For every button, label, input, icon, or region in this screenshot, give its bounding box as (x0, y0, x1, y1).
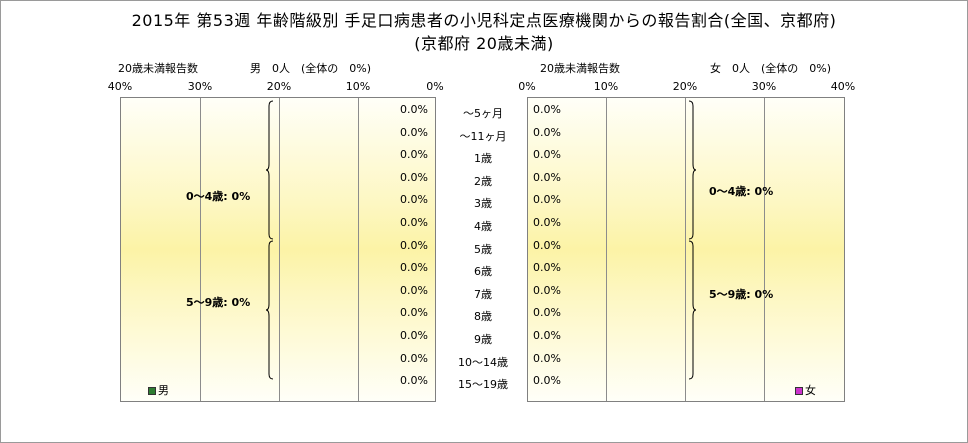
right-tick: 40% (830, 80, 856, 93)
female-value-label: 0.0% (533, 193, 561, 207)
male-value-label: 0.0% (400, 351, 428, 365)
left-tick: 10% (345, 80, 371, 93)
right-tick: 10% (593, 80, 619, 93)
age-category-label: 5歳 (474, 242, 492, 256)
female-value-label: 0.0% (533, 125, 561, 139)
female-value-label: 0.0% (533, 238, 561, 252)
left-count-label: 男 0人 (全体の 0%) (250, 62, 372, 75)
left-group-5-9: 5～9歳: 0% (186, 296, 251, 309)
right-tick: 20% (672, 80, 698, 93)
right-tick: 30% (751, 80, 777, 93)
female-value-label: 0.0% (533, 329, 561, 342)
age-category-label: 1歳 (474, 152, 492, 166)
legend-female-swatch (795, 387, 803, 395)
left-plot-area (120, 97, 436, 402)
chart-subtitle: (京都府 20歳未満) (414, 34, 554, 53)
age-category-label: ～5ヶ月 (463, 107, 503, 120)
age-category-label: 3歳 (474, 197, 492, 211)
male-value-label: 0.0% (400, 103, 428, 116)
male-value-label: 0.0% (400, 170, 428, 184)
female-value-label: 0.0% (533, 351, 561, 365)
right-gridline (764, 98, 765, 401)
left-tick: 0% (426, 80, 444, 93)
age-category-label: 15～19歳 (458, 378, 508, 392)
male-value-label: 0.0% (400, 374, 428, 388)
right-gridline (685, 98, 686, 401)
right-report-label: 20歳未満報告数 (540, 62, 620, 75)
left-tick: 40% (107, 80, 133, 93)
female-value-label: 0.0% (533, 283, 561, 297)
age-category-label: 8歳 (474, 310, 492, 324)
male-value-label: 0.0% (400, 329, 428, 342)
right-tick: 0% (518, 80, 536, 93)
female-value-label: 0.0% (533, 148, 561, 162)
right-plot-area (527, 97, 845, 402)
female-value-label: 0.0% (533, 216, 561, 229)
left-group-0-4: 0～4歳: 0% (186, 190, 251, 203)
female-value-label: 0.0% (533, 261, 561, 275)
age-category-label: 10～14歳 (458, 355, 508, 369)
right-group-0-4: 0～4歳: 0% (709, 185, 774, 198)
age-category-label: ～11ヶ月 (459, 129, 507, 143)
male-value-label: 0.0% (400, 306, 428, 320)
left-report-label: 20歳未満報告数 (118, 62, 198, 75)
legend-female: 女 (795, 382, 816, 398)
male-value-label: 0.0% (400, 148, 428, 162)
chart-title: 2015年 第53週 年齢階級別 手足口病患者の小児科定点医療機関からの報告割合… (131, 11, 837, 30)
female-value-label: 0.0% (533, 306, 561, 320)
male-value-label: 0.0% (400, 193, 428, 207)
male-value-label: 0.0% (400, 238, 428, 252)
left-gridline (200, 98, 201, 401)
legend-female-label: 女 (805, 384, 816, 397)
age-category-label: 4歳 (474, 220, 492, 233)
age-category-label: 6歳 (474, 265, 492, 279)
male-value-label: 0.0% (400, 283, 428, 297)
female-value-label: 0.0% (533, 374, 561, 388)
male-value-label: 0.0% (400, 216, 428, 229)
right-gridline (606, 98, 607, 401)
female-value-label: 0.0% (533, 103, 561, 116)
left-gridline (358, 98, 359, 401)
legend-male-swatch (148, 387, 156, 395)
right-bracket-5-9 (688, 240, 696, 380)
female-value-label: 0.0% (533, 170, 561, 184)
male-value-label: 0.0% (400, 125, 428, 139)
right-group-5-9: 5～9歳: 0% (709, 288, 774, 301)
male-value-label: 0.0% (400, 261, 428, 275)
left-gridline (279, 98, 280, 401)
legend-male-label: 男 (158, 384, 169, 397)
age-category-label: 2歳 (474, 174, 492, 188)
right-bracket-0-4 (688, 100, 696, 240)
legend-male: 男 (148, 382, 169, 398)
left-tick: 20% (266, 80, 292, 93)
age-category-label: 7歳 (474, 287, 492, 301)
left-bracket-0-4 (266, 100, 274, 240)
age-category-label: 9歳 (474, 333, 492, 346)
left-bracket-5-9 (266, 240, 274, 380)
left-tick: 30% (187, 80, 213, 93)
right-count-label: 女 0人 (全体の 0%) (710, 62, 832, 75)
